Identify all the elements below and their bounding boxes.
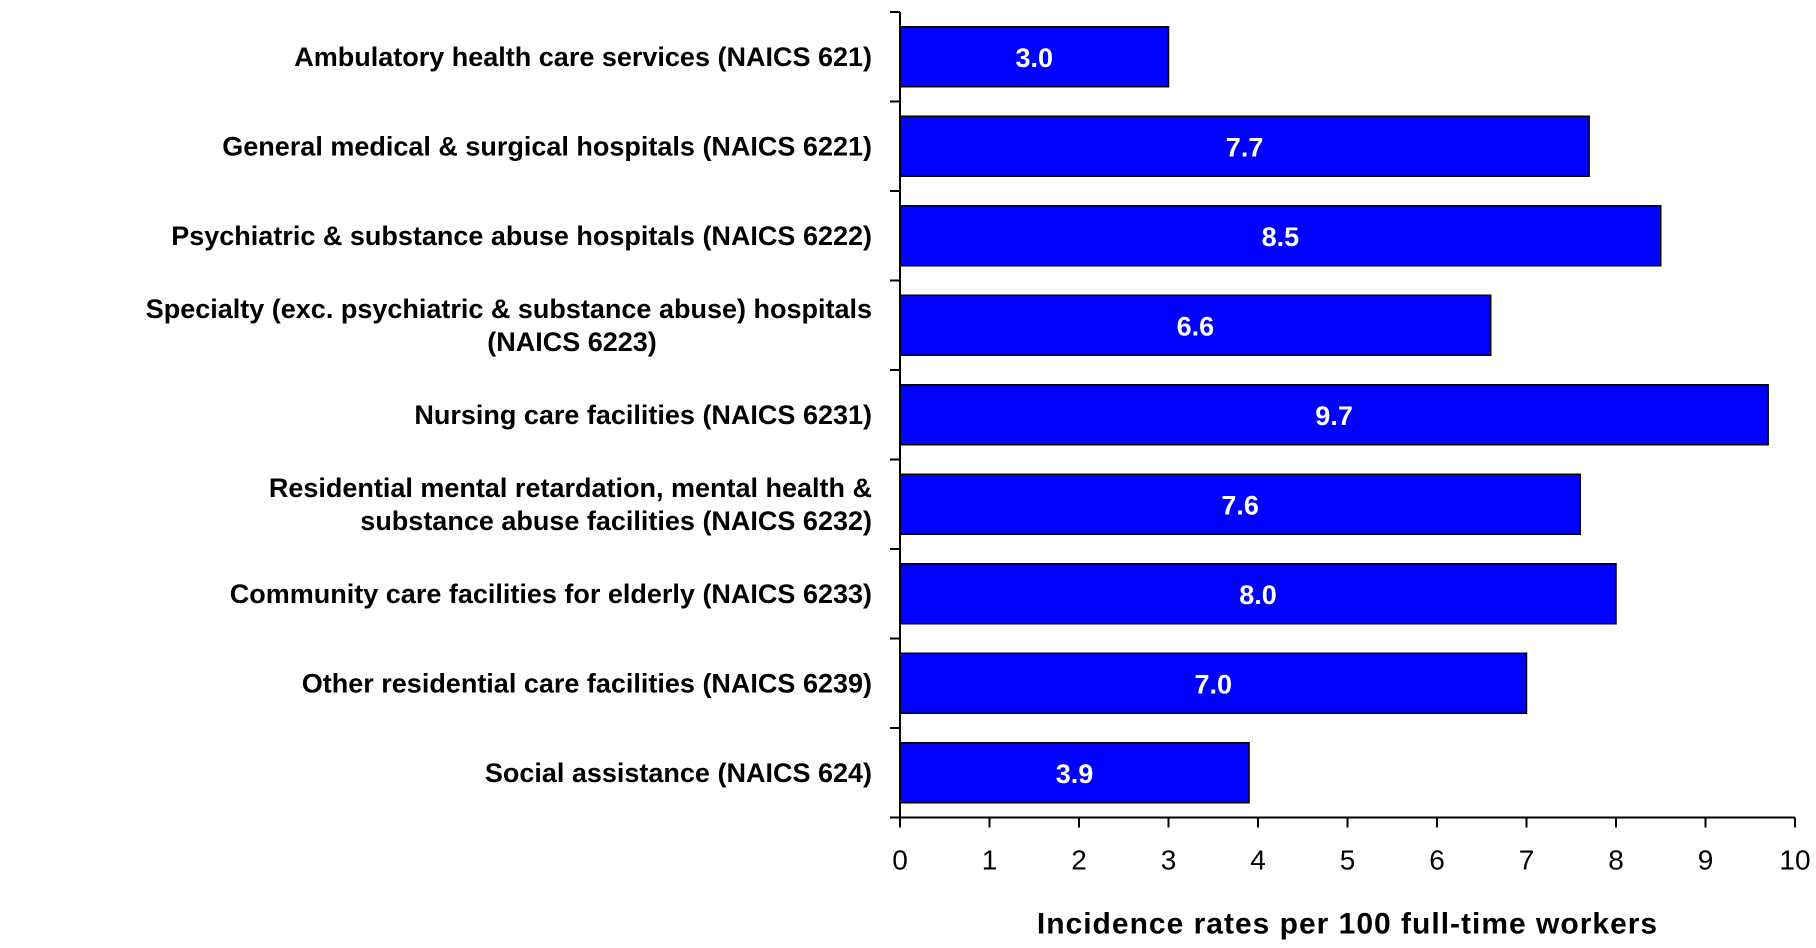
data-label-9: 3.9 xyxy=(1056,759,1094,789)
category-label-line: Community care facilities for elderly (N… xyxy=(230,579,872,609)
labels-layer: 3.0 Ambulatory health care services (NAIC… xyxy=(146,42,1353,789)
category-label-line: Nursing care facilities (NAICS 6231) xyxy=(414,400,872,430)
category-label-line: Psychiatric & substance abuse hospitals … xyxy=(171,221,872,251)
category-label-4: Specialty (exc. psychiatric & substance … xyxy=(146,294,872,357)
category-label-line: Social assistance (NAICS 624) xyxy=(485,758,872,788)
bar-4 xyxy=(899,294,1492,356)
x-tick-label-4: 4 xyxy=(1250,845,1266,876)
axes-layer: 0 1 2 3 4 5 6 7 8 9 10 xyxy=(890,11,1811,876)
category-label-line: Ambulatory health care services (NAICS 6… xyxy=(294,42,872,72)
x-tick-label-6: 6 xyxy=(1429,845,1445,876)
bar-1 xyxy=(899,26,1170,88)
x-tick-label-8: 8 xyxy=(1608,845,1624,876)
x-tick-label-1: 1 xyxy=(982,845,998,876)
bar-2 xyxy=(899,115,1590,177)
x-tick-label-7: 7 xyxy=(1519,845,1535,876)
data-label-2: 7.7 xyxy=(1226,132,1264,162)
bars-layer xyxy=(899,26,1769,804)
category-label-line: (NAICS 6223) xyxy=(487,327,657,357)
data-label-5: 9.7 xyxy=(1315,401,1353,431)
data-label-1: 3.0 xyxy=(1015,43,1053,73)
category-label-3: Psychiatric & substance abuse hospitals … xyxy=(171,221,872,251)
x-tick-label-5: 5 xyxy=(1340,845,1356,876)
bar-3 xyxy=(899,205,1662,267)
data-label-7: 8.0 xyxy=(1239,580,1277,610)
data-label-4: 6.6 xyxy=(1177,311,1215,341)
category-label-7: Community care facilities for elderly (N… xyxy=(230,579,872,609)
category-label-line: Other residential care facilities (NAICS… xyxy=(302,668,872,698)
category-label-9: Social assistance (NAICS 624) xyxy=(485,758,872,788)
data-label-6: 7.6 xyxy=(1221,490,1259,520)
bar-7 xyxy=(899,563,1617,625)
category-label-line: Specialty (exc. psychiatric & substance … xyxy=(146,294,872,324)
x-tick-label-3: 3 xyxy=(1161,845,1177,876)
category-label-6: Residential mental retardation, mental h… xyxy=(269,473,872,536)
x-axis-title: Incidence rates per 100 full-time worker… xyxy=(1037,908,1658,941)
category-label-5: Nursing care facilities (NAICS 6231) xyxy=(414,400,872,430)
category-label-line: substance abuse facilities (NAICS 6232) xyxy=(360,506,872,536)
data-label-3: 8.5 xyxy=(1262,222,1300,252)
category-label-2: General medical & surgical hospitals (NA… xyxy=(222,131,872,161)
category-label-line: Residential mental retardation, mental h… xyxy=(269,473,872,503)
data-label-8: 7.0 xyxy=(1194,669,1232,699)
bar-6 xyxy=(899,473,1581,535)
x-tick-label-2: 2 xyxy=(1071,845,1087,876)
bar-5 xyxy=(899,384,1769,446)
x-tick-label-9: 9 xyxy=(1698,845,1714,876)
category-label-line: General medical & surgical hospitals (NA… xyxy=(222,131,872,161)
category-label-8: Other residential care facilities (NAICS… xyxy=(302,668,872,698)
x-tick-label-10: 10 xyxy=(1779,845,1810,876)
category-label-1: Ambulatory health care services (NAICS 6… xyxy=(294,42,872,72)
x-tick-label-0: 0 xyxy=(892,845,908,876)
